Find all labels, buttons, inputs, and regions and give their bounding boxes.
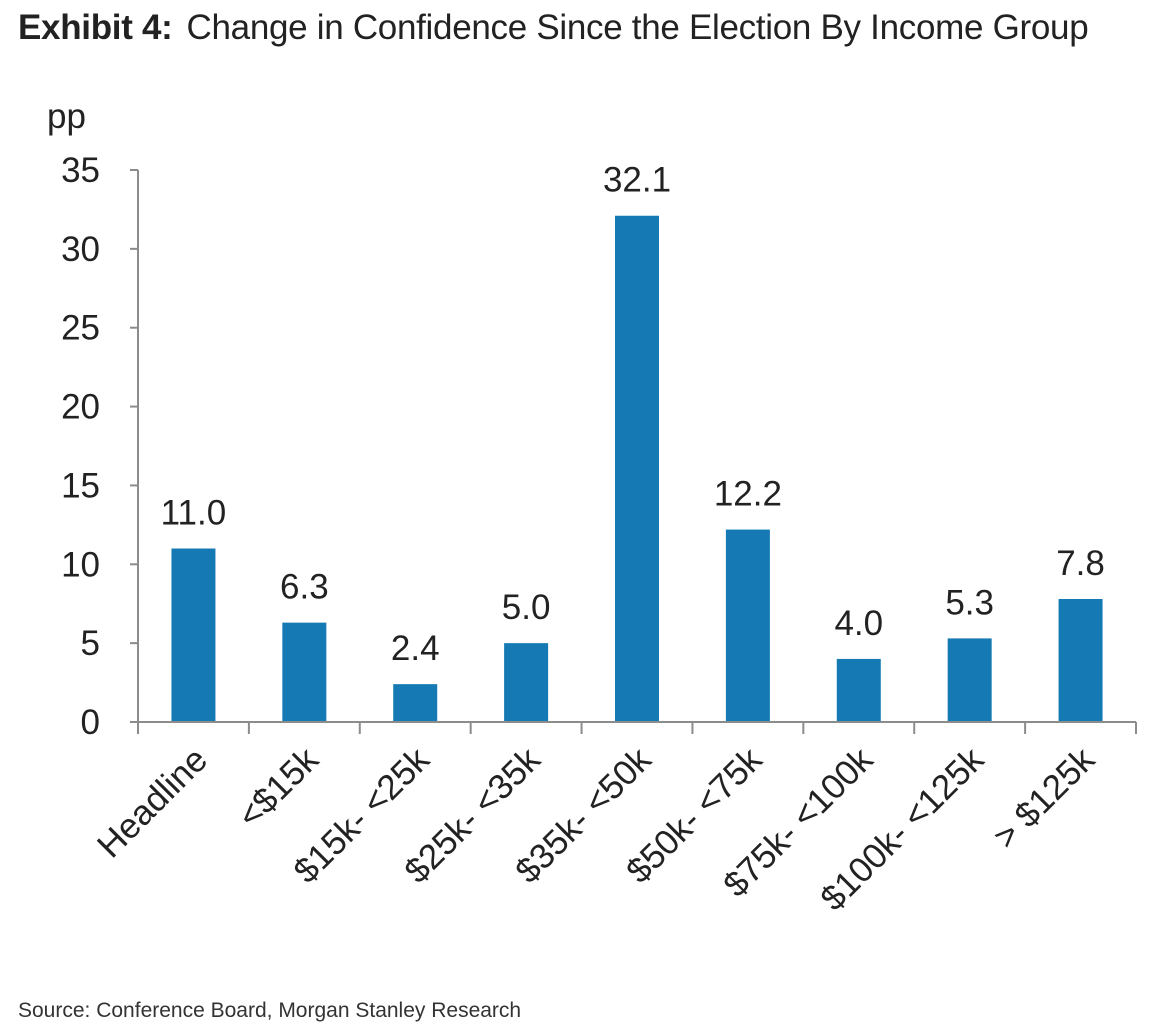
data-label: 11.0 bbox=[161, 494, 227, 533]
y-tick-label: 30 bbox=[61, 230, 100, 269]
bar bbox=[393, 684, 438, 722]
y-axis-unit-label: pp bbox=[47, 97, 86, 136]
data-labels: 11.0 6.3 2.4 5.0 32.1 12.2 4.0 5.3 7.8 bbox=[161, 161, 1105, 668]
exhibit-label: Exhibit 4: bbox=[18, 8, 173, 47]
x-category-label: <$15k bbox=[230, 740, 326, 836]
data-label: 32.1 bbox=[603, 161, 671, 200]
y-tick-label: 15 bbox=[61, 466, 100, 505]
bar bbox=[615, 215, 659, 723]
data-label: 12.2 bbox=[714, 475, 782, 514]
y-tick-label: 10 bbox=[61, 545, 100, 584]
data-label: 5.3 bbox=[945, 583, 994, 622]
data-label: 2.4 bbox=[391, 629, 440, 668]
bar bbox=[504, 643, 549, 722]
data-label: 7.8 bbox=[1056, 544, 1105, 583]
x-category-label: Headline bbox=[90, 740, 215, 865]
bar bbox=[282, 622, 327, 722]
source-note: Source: Conference Board, Morgan Stanley… bbox=[18, 999, 522, 1022]
bar bbox=[1058, 598, 1103, 722]
bar-chart: pp 0 5 10 15 20 25 30 35 11.0 6.3 2.4 5.0 32.1 12.2 4… bbox=[47, 97, 1137, 919]
y-tick-label: 35 bbox=[61, 151, 100, 190]
bar bbox=[947, 638, 992, 722]
x-axis-labels: Headline <$15k$15k- <25k$25k- <35k$35k- <… bbox=[90, 740, 1103, 919]
exhibit-title: Change in Confidence Since the Election … bbox=[186, 8, 1089, 47]
y-axis: 0 5 10 15 20 25 30 35 bbox=[61, 151, 100, 742]
y-tick-label: 20 bbox=[61, 388, 100, 427]
chart-title: Exhibit 4: Change in Confidence Since the… bbox=[18, 6, 1089, 50]
y-tick-label: 5 bbox=[81, 624, 100, 663]
data-label: 4.0 bbox=[834, 604, 883, 643]
y-tick-label: 0 bbox=[81, 703, 100, 742]
bar bbox=[725, 529, 770, 722]
y-tick-label: 25 bbox=[61, 309, 100, 348]
data-label: 5.0 bbox=[502, 588, 551, 627]
bars bbox=[171, 215, 1103, 723]
bar bbox=[171, 548, 216, 722]
data-label: 6.3 bbox=[280, 568, 329, 607]
x-category-label: > $125k bbox=[986, 740, 1103, 857]
bar bbox=[836, 658, 881, 722]
axes bbox=[130, 169, 1137, 734]
